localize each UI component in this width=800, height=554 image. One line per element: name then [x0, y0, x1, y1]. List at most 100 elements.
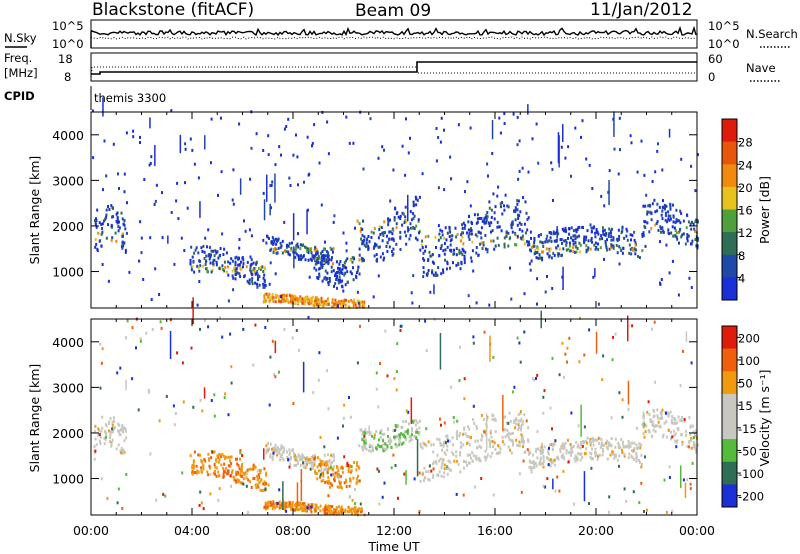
scatter-cell	[299, 455, 302, 459]
scatter-cell	[522, 238, 525, 241]
scatter-cell	[509, 236, 512, 240]
scatter-cell	[340, 505, 343, 509]
scatter-cell	[562, 456, 565, 460]
scatter-cell	[355, 271, 358, 275]
scatter-cell	[419, 442, 422, 446]
noise-cell	[289, 184, 292, 187]
noise-cell	[247, 510, 249, 514]
scatter-cell	[357, 265, 360, 269]
scatter-cell	[330, 270, 333, 274]
scatter-cell	[252, 463, 255, 467]
noise-cell	[191, 148, 194, 152]
scatter-cell	[506, 204, 509, 208]
scatter-cell	[423, 258, 426, 262]
scatter-cell	[321, 471, 324, 475]
noise-cell	[518, 472, 521, 476]
scatter-cell	[288, 253, 291, 257]
scatter-cell	[557, 244, 560, 248]
noise-cell	[390, 466, 393, 470]
scatter-cell	[449, 243, 452, 247]
scatter-cell	[341, 470, 344, 474]
scatter-cell	[439, 236, 442, 240]
scatter-cell	[648, 230, 651, 234]
scatter-cell	[653, 198, 656, 202]
scatter-cell	[328, 512, 331, 516]
scatter-cell	[285, 505, 288, 509]
scatter-cell	[463, 426, 466, 430]
noise-cell	[544, 290, 547, 294]
y-tick-label: 3000	[52, 173, 84, 188]
scatter-cell	[641, 232, 644, 236]
scatter-cell	[478, 456, 481, 460]
noise-cell	[94, 449, 97, 453]
scatter-cell	[115, 239, 118, 243]
scatter-cell	[233, 266, 236, 270]
scatter-cell	[665, 435, 668, 439]
noise-cell	[518, 341, 521, 345]
scatter-cell	[361, 242, 364, 246]
scatter-cell	[635, 459, 638, 463]
scatter-cell	[621, 448, 623, 452]
scatter-cell	[589, 247, 592, 251]
noise-cell	[623, 487, 626, 491]
scatter-cell	[112, 215, 115, 219]
noise-cell	[447, 439, 449, 443]
scatter-cell	[549, 247, 552, 251]
noise-cell	[392, 453, 395, 457]
noise-cell	[516, 143, 519, 147]
scatter-cell	[123, 219, 126, 223]
noise-cell	[497, 185, 500, 189]
scatter-cell	[521, 439, 523, 443]
scatter-cell	[369, 431, 372, 435]
noise-cell	[431, 462, 434, 466]
scatter-cell	[424, 249, 427, 253]
noise-cell	[690, 361, 693, 365]
scatter-cell	[494, 447, 497, 451]
scatter-cell	[542, 456, 545, 460]
noise-cell	[217, 460, 220, 464]
scatter-cell	[275, 249, 278, 253]
scatter-cell	[100, 244, 103, 248]
scatter-cell	[643, 435, 646, 439]
scatter-cell	[243, 473, 246, 477]
scatter-cell	[667, 414, 670, 418]
scatter-cell	[242, 258, 245, 262]
noise-cell	[472, 341, 475, 345]
scatter-cell	[643, 220, 646, 223]
scatter-cell	[303, 504, 306, 508]
scatter-cell	[307, 503, 310, 507]
scatter-cell	[384, 442, 387, 446]
scatter-cell	[279, 455, 282, 459]
scatter-cell	[374, 242, 376, 246]
scatter-cell	[265, 501, 268, 505]
scatter-cell	[327, 260, 330, 264]
scatter-cell	[218, 254, 221, 258]
noise-cell	[161, 191, 163, 195]
scatter-cell	[620, 249, 623, 252]
noise-cell	[668, 476, 671, 479]
noise-cell	[473, 485, 476, 489]
scatter-cell	[197, 453, 200, 457]
scatter-cell	[491, 229, 494, 233]
scatter-cell	[579, 453, 582, 456]
scatter-cell	[482, 418, 485, 422]
scatter-cell	[483, 221, 486, 225]
scatter-cell	[628, 441, 631, 445]
scatter-cell	[317, 256, 320, 260]
noise-cell	[197, 176, 200, 180]
scatter-cell	[584, 238, 587, 241]
noise-cell	[439, 140, 442, 144]
scatter-cell	[664, 211, 667, 215]
scatter-cell	[294, 458, 297, 462]
scatter-cell	[351, 511, 353, 515]
scatter-cell	[680, 235, 683, 239]
noise-cell	[507, 231, 510, 235]
noise-cell	[671, 259, 674, 263]
scatter-cell	[349, 508, 352, 512]
scatter-cell	[628, 251, 631, 255]
noise-cell	[262, 149, 265, 152]
scatter-cell	[633, 447, 636, 451]
scatter-cell	[523, 222, 526, 226]
noise-cell	[529, 268, 532, 272]
scatter-cell	[511, 222, 514, 226]
